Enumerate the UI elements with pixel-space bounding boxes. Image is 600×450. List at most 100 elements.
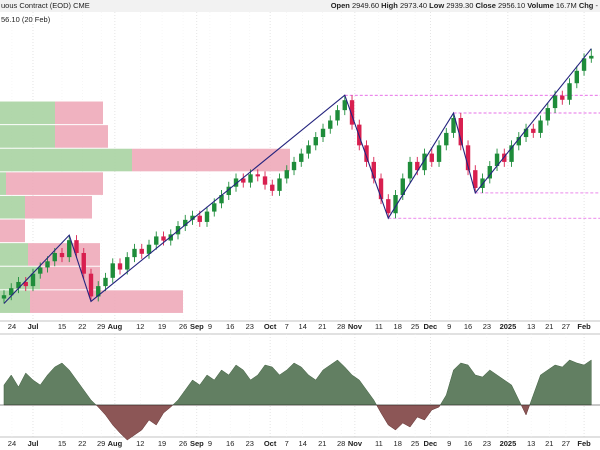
candle-body <box>161 236 166 241</box>
candle-body <box>415 161 420 171</box>
profile-up <box>0 290 30 313</box>
candle-body <box>386 199 391 214</box>
profile-down <box>55 101 103 125</box>
x-tick-label: 29 <box>97 322 105 331</box>
x-tick-label: Sep <box>190 322 204 331</box>
value: 2973.40 <box>400 1 427 10</box>
x-tick-label: 11 <box>375 322 383 331</box>
candle-body <box>299 153 304 162</box>
candle-body <box>9 288 14 296</box>
x-tick-label: 28 <box>337 322 345 331</box>
profile-down <box>25 195 92 219</box>
candle-body <box>523 128 529 138</box>
x-tick-label: 26 <box>179 439 187 448</box>
candle-body <box>291 161 297 171</box>
profile-up <box>0 101 55 125</box>
label: Close <box>475 1 495 10</box>
profile-down <box>132 148 290 172</box>
x-tick-label: 11 <box>375 439 383 448</box>
candle-body <box>465 145 471 171</box>
x-tick-label: 12 <box>136 322 144 331</box>
x-tick-label: 18 <box>394 439 402 448</box>
zigzag-line <box>3 48 592 304</box>
x-tick-label: Dec <box>423 322 437 331</box>
x-tick-label: 25 <box>411 439 419 448</box>
last-label: 56.10 (20 Feb) <box>1 15 51 24</box>
candle-body <box>378 178 384 200</box>
x-tick-label: Feb <box>577 439 591 448</box>
x-tick-label: 19 <box>158 322 166 331</box>
x-tick-label: 18 <box>394 322 402 331</box>
profile-down <box>6 172 103 195</box>
candle-body <box>23 281 28 287</box>
candle-body <box>125 257 130 270</box>
candle-body <box>197 215 202 222</box>
label: Low <box>429 1 444 10</box>
x-tick-label: Nov <box>348 322 363 331</box>
candle-body <box>407 161 413 179</box>
x-tick-label: Jul <box>28 322 39 331</box>
profile-up <box>0 125 55 148</box>
x-tick-label: 27 <box>562 322 570 331</box>
x-tick-label: 26 <box>179 322 187 331</box>
candle-body <box>306 145 311 154</box>
candle-body <box>516 137 521 146</box>
value: 2956.10 <box>498 1 525 10</box>
candle-body <box>552 95 558 109</box>
x-tick-label: 13 <box>527 439 535 448</box>
candle-body <box>262 176 268 185</box>
label: Volume <box>527 1 554 10</box>
candle-body <box>349 100 355 125</box>
chart-title: uous Contract (EOD) CME <box>1 1 90 10</box>
profile-up <box>0 266 40 290</box>
x-tick-label: Oct <box>264 322 277 331</box>
profile-down <box>0 219 25 243</box>
x-tick-label: 23 <box>246 322 254 331</box>
candle-body <box>574 70 579 84</box>
x-tick-label: 28 <box>337 439 345 448</box>
candle-body <box>328 120 333 129</box>
x-tick-label: 15 <box>58 439 66 448</box>
candle-body <box>110 263 115 278</box>
x-tick-label: 2025 <box>500 439 517 448</box>
x-tick-label: 21 <box>545 439 553 448</box>
x-tick-label: Jul <box>28 439 39 448</box>
x-tick-label: 23 <box>483 439 491 448</box>
candle-body <box>320 128 326 138</box>
x-tick-label: 21 <box>318 322 326 331</box>
candle-body <box>335 110 340 121</box>
candle-body <box>81 252 86 274</box>
x-tick-label: 9 <box>447 439 451 448</box>
candle-body <box>96 286 101 297</box>
ohlc-header: Open 2949.60 High 2973.40 Low 2939.30 Cl… <box>331 1 599 10</box>
oscillator-area-negative <box>3 405 592 441</box>
candle-body <box>183 219 188 227</box>
value: - <box>596 1 599 10</box>
candle-body <box>226 186 231 196</box>
candle-body <box>458 118 463 146</box>
profile-down <box>55 125 108 148</box>
candle-body <box>270 184 275 191</box>
candle-body <box>284 170 289 179</box>
x-tick-label: Feb <box>577 322 591 331</box>
candle-body <box>219 195 224 204</box>
candle-body <box>212 203 217 212</box>
x-tick-label: 21 <box>318 439 326 448</box>
label: Open <box>331 1 351 10</box>
candle-body <box>538 120 543 133</box>
x-tick-label: 16 <box>226 439 234 448</box>
x-tick-label: 14 <box>299 439 307 448</box>
x-tick-label: 9 <box>208 322 212 331</box>
label: Chg <box>579 1 594 10</box>
candle-body <box>545 108 550 121</box>
candle-body <box>190 215 195 220</box>
candle-body <box>59 252 65 258</box>
x-tick-label: 9 <box>208 439 212 448</box>
candle-body <box>16 281 21 289</box>
candle-body <box>146 244 152 254</box>
candle-body <box>567 83 572 100</box>
candle-body <box>204 211 210 222</box>
candle-body <box>364 145 369 162</box>
profile-down <box>30 290 183 313</box>
